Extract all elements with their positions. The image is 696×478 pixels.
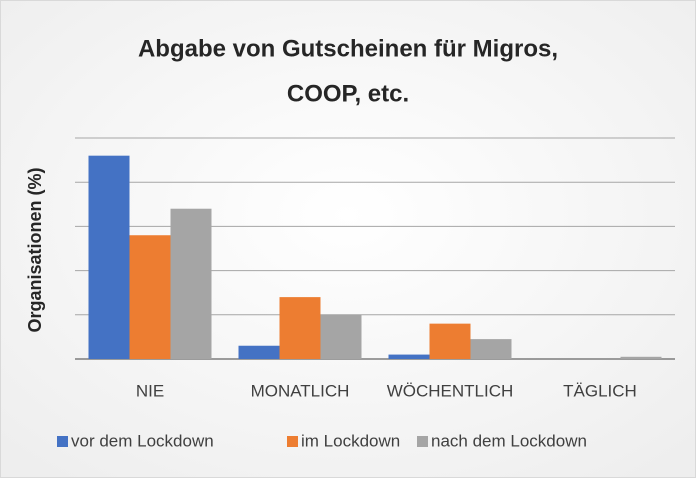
bar (620, 356, 662, 359)
legend-label: im Lockdown (301, 431, 400, 450)
legend-label: nach dem Lockdown (431, 431, 587, 450)
legend-swatch (417, 436, 428, 447)
bar (170, 208, 212, 359)
bar (470, 339, 512, 359)
chart-title: Abgabe von Gutscheinen für Migros, (138, 35, 558, 62)
bar (429, 323, 471, 359)
legend-label: vor dem Lockdown (71, 431, 214, 450)
x-tick-label: WÖCHENTLICH (387, 381, 514, 400)
x-tick-label: NIE (136, 381, 164, 400)
bar (238, 345, 280, 359)
legend-swatch (287, 436, 298, 447)
legend-swatch (57, 436, 68, 447)
bar (279, 297, 321, 359)
bar (320, 314, 362, 359)
chart-title: COOP, etc. (287, 80, 409, 107)
y-axis-label: Organisationen (%) (25, 167, 45, 332)
x-tick-label: TÄGLICH (563, 381, 637, 400)
x-tick-label: MONATLICH (251, 381, 350, 400)
bar (129, 235, 171, 359)
bar (388, 354, 430, 359)
bar (88, 155, 130, 359)
